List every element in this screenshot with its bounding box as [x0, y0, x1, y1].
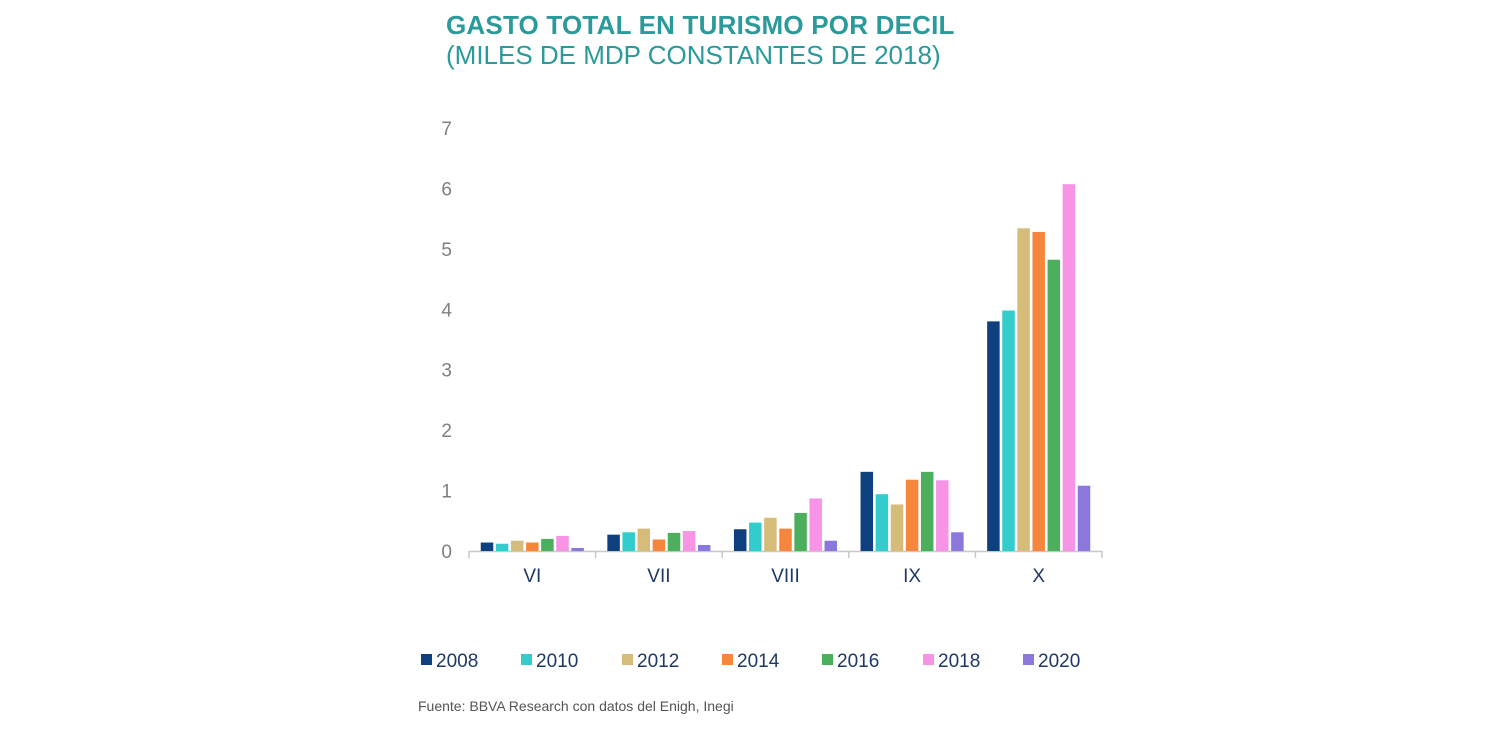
bar-2018-VI	[556, 535, 569, 551]
y-tick-label: 1	[441, 482, 452, 503]
bar-2020-X	[1077, 485, 1091, 551]
bar-2008-VIII	[733, 529, 747, 551]
legend-swatch-2018	[923, 654, 934, 665]
y-tick-label: 0	[441, 542, 452, 563]
bar-2016-X	[1047, 259, 1061, 551]
legend-swatch-2012	[622, 654, 633, 665]
bar-2010-VIII	[749, 522, 762, 551]
bar-2014-VIII	[779, 528, 792, 551]
bar-2018-VIII	[809, 498, 822, 551]
bar-2020-VI	[571, 547, 584, 551]
bar-2016-IX	[920, 471, 934, 551]
legend-label-2008: 2008	[436, 651, 478, 672]
legend-label-2014: 2014	[737, 651, 780, 672]
y-tick-label: 2	[441, 421, 452, 442]
chart-title: GASTO TOTAL EN TURISMO POR DECIL	[446, 10, 955, 40]
source-note: Fuente: BBVA Research con datos del Enig…	[418, 698, 734, 714]
legend-swatch-2010	[521, 654, 532, 665]
bar-2010-VII	[622, 532, 635, 551]
legend-label-2020: 2020	[1038, 651, 1080, 672]
legend-swatch-2020	[1023, 654, 1034, 665]
legend-swatch-2016	[822, 654, 833, 665]
x-tick-label: IX	[903, 566, 921, 587]
bar-2012-IX	[890, 504, 904, 551]
bar-2010-VI	[495, 543, 509, 551]
bar-2018-IX	[936, 480, 949, 551]
bar-2020-IX	[951, 532, 964, 551]
legend-label-2016: 2016	[837, 651, 879, 672]
legend-swatch-2014	[722, 654, 733, 665]
bar-2018-X	[1062, 184, 1076, 551]
bar-2020-VIII	[824, 540, 838, 551]
bar-2018-VII	[682, 531, 696, 551]
bar-2010-X	[1002, 310, 1015, 551]
y-tick-label: 7	[441, 119, 452, 140]
legend-label-2012: 2012	[637, 651, 679, 672]
bar-2014-VI	[526, 542, 539, 551]
bar-2014-X	[1032, 231, 1045, 552]
bar-2008-X	[987, 321, 1000, 551]
bar-2014-VII	[652, 539, 666, 551]
bar-2016-VI	[541, 538, 554, 551]
legend-swatch-2008	[421, 654, 432, 665]
bar-2012-VI	[510, 540, 524, 551]
bar-2012-VII	[637, 528, 651, 551]
y-tick-label: 5	[441, 240, 452, 261]
bar-2020-VII	[697, 544, 711, 551]
x-tick-label: VI	[523, 566, 541, 587]
bar-2008-IX	[860, 471, 874, 551]
bar-2010-IX	[875, 494, 889, 551]
bar-2008-VII	[607, 534, 620, 551]
bar-2012-VIII	[764, 517, 777, 551]
legend-label-2018: 2018	[938, 651, 980, 672]
bar-2016-VIII	[794, 512, 807, 551]
bar-2014-IX	[905, 479, 919, 551]
chart-subtitle: (MILES DE MDP CONSTANTES DE 2018)	[446, 40, 941, 70]
x-tick-label: X	[1032, 566, 1045, 587]
bar-2012-X	[1017, 228, 1030, 551]
bar-2016-VII	[667, 532, 681, 551]
x-tick-label: VII	[647, 566, 670, 587]
x-tick-label: VIII	[771, 566, 800, 587]
y-tick-label: 3	[441, 361, 452, 382]
bar-2008-VI	[480, 542, 494, 551]
legend-label-2010: 2010	[536, 651, 578, 672]
y-tick-label: 4	[441, 300, 452, 321]
y-tick-label: 6	[441, 179, 452, 200]
